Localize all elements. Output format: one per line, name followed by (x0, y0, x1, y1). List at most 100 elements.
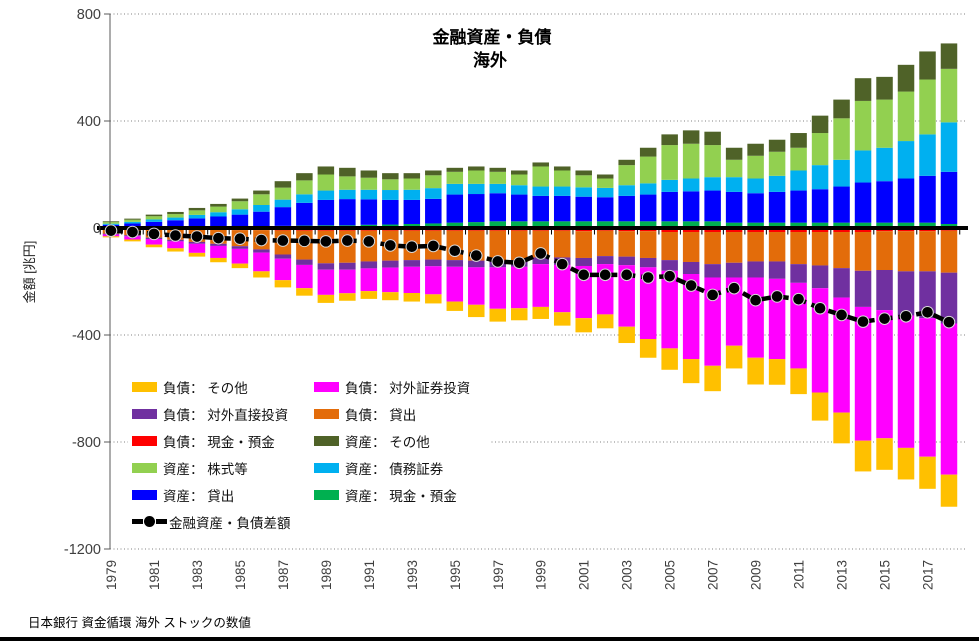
bar-segment (511, 230, 528, 261)
net-line-marker (706, 288, 719, 302)
bar-segment (145, 219, 163, 222)
bar-segment (425, 198, 442, 224)
bar-segment (854, 150, 872, 183)
legend-label: 負債： その他 (163, 380, 248, 396)
bar-segment (919, 79, 936, 135)
net-line-marker (169, 229, 182, 242)
bar-segment (811, 189, 829, 223)
bar-segment (188, 243, 206, 253)
bar-segment (639, 183, 657, 195)
bar-segment (210, 245, 227, 258)
bar-segment (360, 199, 378, 225)
net-line-marker (620, 268, 633, 282)
bar-segment (661, 221, 678, 228)
bar-segment (425, 188, 442, 199)
net-line-marker (878, 312, 891, 325)
bar-segment (682, 232, 700, 262)
bar-segment (876, 222, 893, 228)
bar-segment (854, 182, 872, 223)
bar-segment (704, 131, 721, 146)
bar-segment (468, 166, 485, 171)
bar-segment (811, 232, 829, 266)
bar-segment (768, 222, 786, 228)
net-line-marker (233, 232, 247, 245)
bar-segment (897, 178, 915, 223)
bar-segment (919, 51, 936, 80)
bar-segment (747, 357, 764, 385)
bar-segment (339, 269, 356, 294)
bar-segment (511, 221, 528, 228)
legend-color-swatch (132, 435, 157, 446)
bar-segment (511, 185, 528, 195)
legend-label: 資産： 現金・預金 (345, 488, 457, 504)
bar-segment (446, 260, 464, 267)
legend-column-2: 負債： 対外証券投資 負債： 貸出 資産： その他 資産： 債務証券 資産： 現金・預金 (314, 373, 484, 535)
bar-segment (317, 174, 335, 191)
bar-segment (446, 183, 464, 195)
bar-segment (940, 171, 958, 224)
bar-segment (833, 159, 850, 187)
bar-segment (167, 211, 184, 215)
bar-segment (790, 222, 807, 228)
bar-segment (661, 260, 678, 271)
bar-segment (489, 221, 507, 228)
legend-label: 負債： 対外直接投資 (163, 407, 289, 423)
legend-color-swatch (132, 462, 157, 473)
bar-segment (511, 308, 528, 321)
bar-segment (403, 189, 421, 200)
bar-segment (403, 266, 421, 294)
bar-segment (661, 179, 678, 192)
bar-segment (661, 191, 678, 222)
net-line-marker (727, 281, 741, 295)
legend-item: 資産： 債務証券 (314, 454, 484, 481)
bar-segment (425, 266, 442, 295)
bar-segment (725, 147, 743, 160)
bar-segment (253, 252, 270, 272)
legend-item: 負債： 貸出 (314, 400, 484, 427)
bar-segment (231, 201, 249, 210)
bar-segment (639, 231, 657, 258)
bar-segment (940, 122, 958, 172)
bar-segment (382, 292, 399, 301)
legend-item: 資産： その他 (314, 427, 484, 454)
net-line-marker (491, 255, 505, 268)
y-tick-label: 0 (93, 221, 101, 237)
bar-segment (575, 231, 592, 258)
bar-segment (639, 339, 657, 358)
net-line-marker (298, 234, 311, 248)
bar-segment (876, 99, 893, 148)
bar-segment (489, 167, 507, 172)
bar-segment (210, 243, 227, 246)
x-tick-label: 2015 (878, 560, 893, 590)
x-tick-label: 2017 (921, 560, 936, 590)
bar-segment (317, 269, 335, 295)
net-line-marker (405, 240, 419, 254)
bar-segment (661, 145, 678, 180)
legend-label: 資産： 貸出 (163, 488, 235, 504)
bar-segment (274, 187, 292, 200)
x-tick-label: 1999 (534, 560, 549, 590)
net-line-marker (276, 234, 290, 247)
bar-segment (489, 308, 507, 322)
bar-segment (553, 312, 571, 326)
bar-segment (253, 211, 270, 227)
bar-segment (145, 221, 163, 228)
bar-segment (317, 166, 335, 175)
bar-segment (854, 222, 872, 228)
x-tick-label: 2003 (620, 560, 635, 590)
bar-segment (618, 195, 635, 222)
bar-segment (296, 194, 313, 203)
x-tick-label: 1993 (405, 560, 420, 590)
legend-line-dot (144, 516, 155, 527)
bar-segment (446, 167, 464, 172)
bar-segment (210, 257, 227, 263)
x-tick-label: 1991 (362, 560, 377, 590)
bar-segment (833, 232, 850, 269)
net-line (110, 228, 950, 325)
legend-color-swatch (132, 408, 157, 419)
bar-segment (682, 228, 700, 233)
net-line-marker (534, 247, 548, 260)
bar-segment (833, 268, 850, 298)
x-tick-label: 2011 (792, 560, 807, 589)
